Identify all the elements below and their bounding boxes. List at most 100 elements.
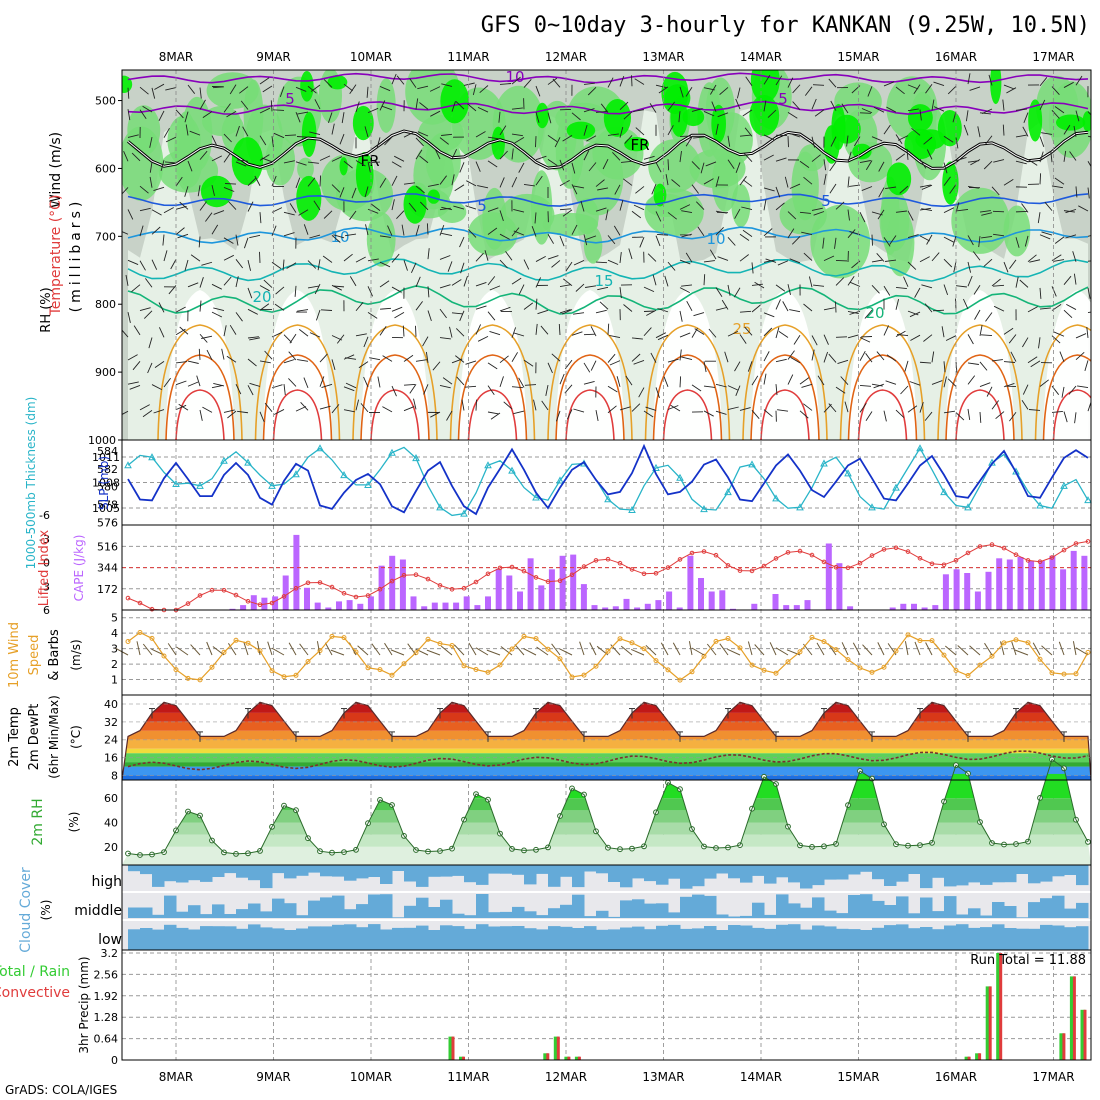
cloud-mid-cell xyxy=(368,894,381,918)
wind-barb xyxy=(185,124,189,136)
precip-tick-label: 0 xyxy=(111,1054,118,1067)
wind-barb xyxy=(691,184,699,194)
cloud-low-cell xyxy=(1040,924,1053,950)
cloud-high-cell xyxy=(704,865,717,879)
day-label-top: 14MAR xyxy=(740,50,782,64)
rh2m-unit: (%) xyxy=(67,812,81,833)
wind-barb xyxy=(739,176,747,186)
wind-barb xyxy=(571,162,576,174)
rh-moist-blob xyxy=(810,204,871,279)
wind-barb xyxy=(775,202,785,211)
cloud-mid-cell xyxy=(536,915,549,918)
contour-30 xyxy=(457,354,528,440)
cloud-mid-cell xyxy=(1004,906,1017,918)
wind10-point xyxy=(137,630,143,635)
rh-tick-label: 60 xyxy=(104,792,118,805)
wind-barb xyxy=(199,201,207,211)
contour-25 xyxy=(352,324,438,440)
wind-barb xyxy=(607,385,618,393)
wind-barb xyxy=(223,409,235,413)
precip-total-bar xyxy=(964,1056,970,1060)
wind-barb xyxy=(151,259,158,270)
temp-band xyxy=(122,712,1091,722)
cape-bar xyxy=(985,571,992,610)
wind-barb xyxy=(127,381,139,385)
wind-barb xyxy=(658,86,669,94)
wind-barb xyxy=(223,325,227,337)
precip-total-bar xyxy=(975,1053,981,1060)
wind-barb xyxy=(846,135,849,147)
rh-saturated-blob xyxy=(327,75,348,90)
wind-barb xyxy=(518,377,525,388)
cloud-high-cell xyxy=(536,865,549,874)
wind-barb xyxy=(213,210,225,215)
cloud-low-cell xyxy=(416,925,429,950)
thickness-point xyxy=(916,444,924,452)
wind-barb xyxy=(221,348,225,360)
rh2m-label: 2m RH xyxy=(30,798,46,845)
cloud-high-cell xyxy=(776,865,789,878)
wind-barb xyxy=(962,298,969,310)
wind-barb xyxy=(237,159,249,162)
day-label-bottom: 13MAR xyxy=(642,1070,684,1084)
tick-labels: 5006007008009001000576578580582584630-3-… xyxy=(39,95,122,617)
wind-barb xyxy=(703,260,715,263)
wind-barb xyxy=(607,235,616,245)
wind-barb xyxy=(609,360,621,366)
wind-barb xyxy=(336,334,345,344)
wind-barb xyxy=(235,276,239,288)
wind10-point xyxy=(149,635,155,641)
precip-conv-bar xyxy=(1083,1009,1087,1060)
temp-tick-label: 16 xyxy=(104,752,118,765)
wind-barb xyxy=(865,411,873,421)
wind-barb xyxy=(321,383,333,389)
upper-wind-label: Wind (m/s) xyxy=(48,132,64,208)
wind-barb xyxy=(223,133,232,143)
wind-barb xyxy=(813,284,825,287)
rh-line xyxy=(127,758,1089,856)
wind-barb xyxy=(178,403,189,411)
precip-conv-bar xyxy=(451,1036,455,1060)
wind-barb xyxy=(607,133,619,136)
wind-barb xyxy=(513,208,525,213)
wind-barb xyxy=(249,382,261,387)
wind-barb xyxy=(619,287,622,299)
cloud-high-cell xyxy=(368,865,381,877)
cloud-low-cell xyxy=(620,927,633,950)
wind-barb xyxy=(733,287,741,298)
wind-barb xyxy=(415,137,424,147)
wind-barb xyxy=(487,362,498,370)
cloud-mid-cell xyxy=(176,911,189,918)
wind-barb xyxy=(693,312,705,317)
wind-barb xyxy=(571,112,581,121)
rh-saturated-blob xyxy=(749,95,780,137)
cloud-low-cell xyxy=(356,927,369,950)
wind-barb xyxy=(943,284,949,296)
thickness-point xyxy=(676,473,684,481)
wind-barb xyxy=(980,334,993,337)
wind-barb xyxy=(511,386,524,389)
wind-barb xyxy=(835,277,845,286)
wind-barb xyxy=(164,161,177,164)
wind-barb xyxy=(1084,360,1089,372)
wind-barb xyxy=(883,410,887,422)
wind10-point xyxy=(173,667,179,673)
cloud-mid-cell xyxy=(776,894,789,918)
wind-barb xyxy=(1063,81,1074,88)
wind-barb xyxy=(175,227,185,235)
cloud-mid-cell xyxy=(500,911,513,918)
contour-25 xyxy=(547,324,633,440)
cloud-low-cell xyxy=(224,926,237,950)
precip-total-bar xyxy=(448,1036,454,1060)
contour-25 xyxy=(254,324,341,440)
wind-barb xyxy=(415,276,421,288)
wind-barb xyxy=(360,403,369,413)
wind-barb xyxy=(708,328,717,338)
wind-barb xyxy=(744,127,753,137)
contour-30 xyxy=(1042,354,1091,440)
wind-barb xyxy=(612,151,621,161)
cloud-low-cell xyxy=(944,925,957,950)
thickness-point xyxy=(508,466,516,474)
wind-barb xyxy=(583,108,595,113)
wind-barb xyxy=(1002,124,1005,136)
